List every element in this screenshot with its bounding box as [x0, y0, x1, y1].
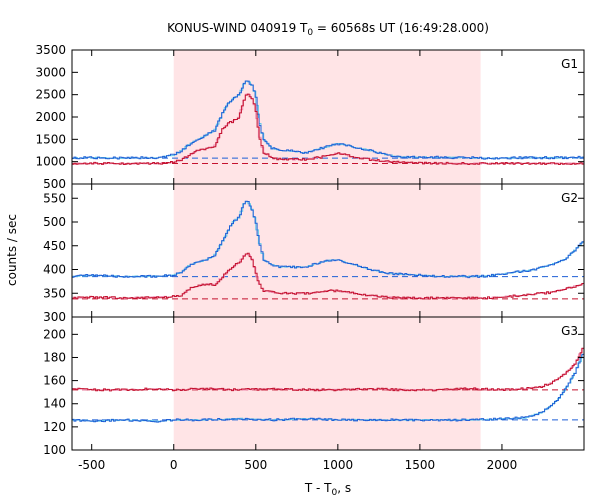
x-tick-label: 500	[244, 458, 267, 472]
panel-g2: 300 350 400 450 500 550 G2	[43, 183, 585, 324]
y-tick-label: 550	[43, 191, 66, 205]
x-axis-label-sub: 0	[332, 488, 338, 498]
y-tick-label: 160	[43, 374, 66, 388]
y-tick-label: 120	[43, 420, 66, 434]
series-red	[72, 93, 584, 165]
panel-frame	[71, 316, 585, 451]
y-axis-label: counts / sec	[5, 214, 19, 286]
series-blue	[72, 353, 584, 423]
series-blue	[72, 200, 584, 279]
x-tick-label: 0	[170, 458, 178, 472]
y-tick-label: 300	[43, 310, 66, 324]
panel-label: G1	[561, 57, 578, 71]
y-tick-label: 1500	[35, 132, 66, 146]
x-tick-label: 2000	[487, 458, 518, 472]
shaded-interval	[173, 50, 481, 184]
y-tick-label: 3000	[35, 65, 66, 79]
y-tick-label: 180	[43, 350, 66, 364]
chart-title-prefix: KONUS-WIND 040919 T	[167, 21, 308, 35]
y-tick-label: 140	[43, 397, 66, 411]
series-red	[72, 252, 584, 300]
x-axis-label: T - T0, s	[304, 481, 351, 498]
y-tick-label: 100	[43, 443, 66, 457]
panel-label: G3	[561, 324, 578, 338]
y-tick-label: 450	[43, 239, 66, 253]
x-tick-label: 1500	[405, 458, 436, 472]
y-tick-label: 1000	[35, 155, 66, 169]
y-tick-label: 2000	[35, 110, 66, 124]
panel-label: G2	[561, 191, 578, 205]
shaded-interval	[173, 184, 481, 317]
y-tick-label: 2500	[35, 88, 66, 102]
y-tick-label: 350	[43, 286, 66, 300]
chart-title: KONUS-WIND 040919 T0 = 60568s UT (16:49:…	[167, 21, 489, 38]
y-tick-label: 500	[43, 177, 66, 191]
x-axis-label-prefix: T - T	[304, 481, 332, 495]
x-tick-label: 1000	[323, 458, 354, 472]
panel-g1: 500 1000 1500 2000 2500 3000 3500 G1	[35, 43, 585, 191]
chart-title-suffix: = 60568s UT (16:49:28.000)	[313, 21, 489, 35]
y-tick-label: 200	[43, 327, 66, 341]
panels: 500100015002000250030003500G130035040045…	[35, 43, 585, 472]
x-axis-label-suffix: , s	[337, 481, 351, 495]
y-tick-label: 400	[43, 263, 66, 277]
x-tick-label: -500	[78, 458, 105, 472]
shaded-interval	[173, 317, 481, 450]
y-tick-label: 3500	[35, 43, 66, 57]
series-red	[72, 347, 584, 392]
chart-title-sub: 0	[307, 28, 313, 38]
panel-g3: 100 120 140 160 180 200 G3	[43, 316, 585, 457]
series-blue	[72, 80, 584, 160]
y-tick-label: 500	[43, 215, 66, 229]
